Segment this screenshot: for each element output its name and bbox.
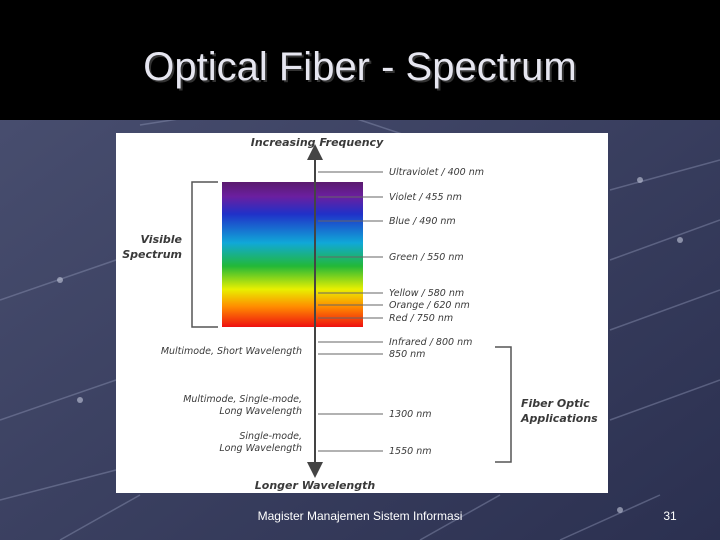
fiber-mode-label: Long Wavelength: [219, 443, 302, 454]
band-label: Red / 750 nm: [389, 313, 453, 324]
background-pattern: [0, 97, 720, 540]
visible-label: Visible: [140, 233, 182, 246]
visible-label: Spectrum: [122, 248, 182, 261]
band-label: Green / 550 nm: [389, 252, 464, 263]
fiber-mode-label: Multimode, Single-mode,: [183, 394, 302, 405]
fiber-mode-label: Single-mode,: [239, 431, 302, 442]
fiber-mode-label: Long Wavelength: [219, 406, 302, 417]
band-label: Violet / 455 nm: [389, 192, 462, 203]
band-label: 1550 nm: [389, 446, 431, 457]
band-label: Orange / 620 nm: [389, 300, 470, 311]
visible-bracket: [191, 181, 218, 328]
band-label: Yellow / 580 nm: [389, 288, 464, 299]
bottom-label: Longer Wavelength: [255, 479, 376, 492]
spectrum-band: [222, 182, 363, 327]
band-label: 850 nm: [389, 349, 425, 360]
footer-text: Magister Manajemen Sistem Informasi: [258, 509, 463, 523]
applications-bracket: [495, 346, 512, 463]
title-bar: [0, 0, 720, 120]
title-shadow: Optical Fiber - Spectrum: [145, 47, 578, 91]
top-label: Increasing Frequency: [251, 136, 384, 149]
band-label: Ultraviolet / 400 nm: [389, 167, 484, 178]
applications-label: Applications: [520, 412, 598, 425]
band-label: 1300 nm: [389, 409, 431, 420]
slide-title: Optical Fiber - Spectrum: [143, 45, 576, 89]
band-label: Infrared / 800 nm: [389, 337, 472, 348]
fiber-mode-label: Multimode, Short Wavelength: [161, 346, 302, 357]
applications-label: Fiber Optic: [521, 397, 590, 410]
page-number: 31: [663, 509, 677, 523]
band-label: Blue / 490 nm: [389, 216, 456, 227]
